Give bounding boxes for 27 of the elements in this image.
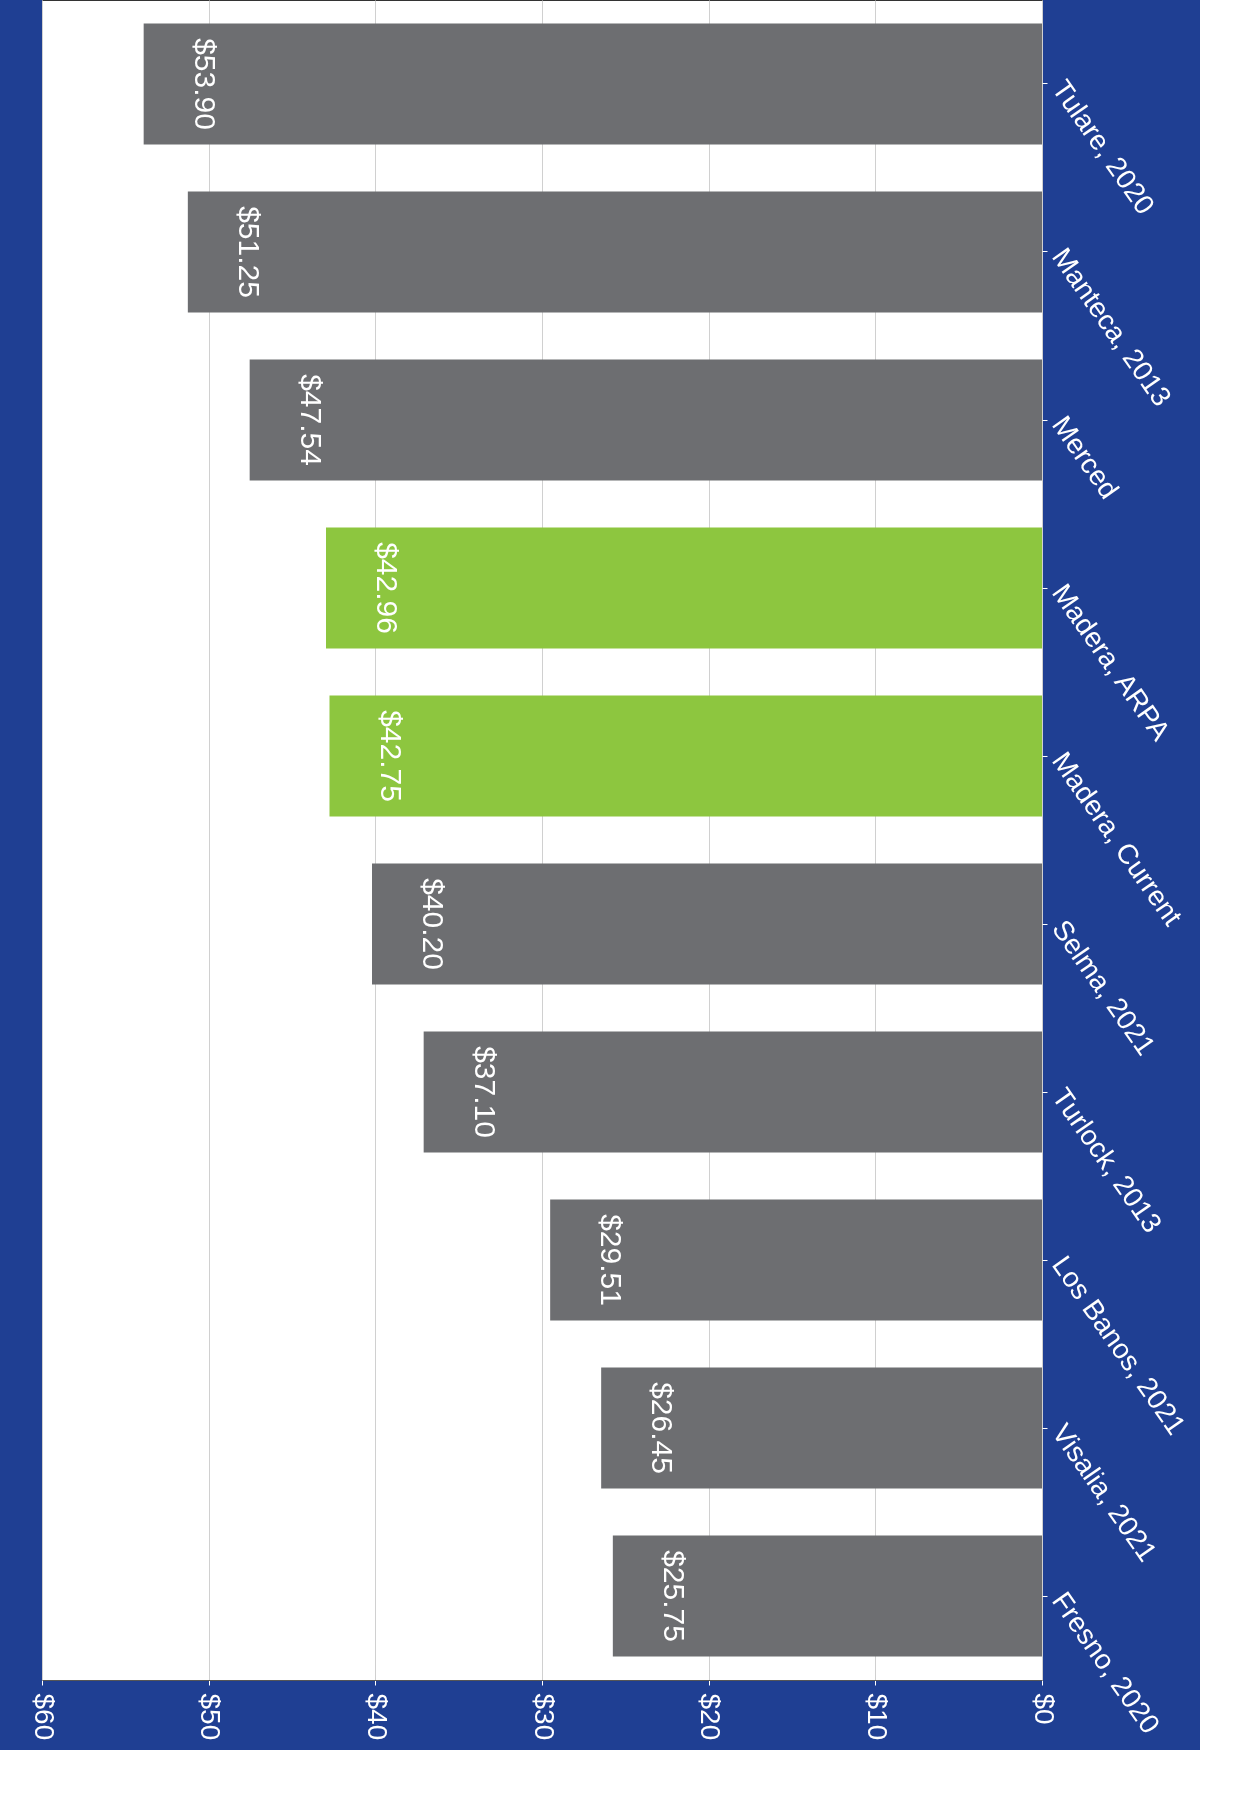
data-label: $53.90 <box>188 38 222 130</box>
x-tick-label: $20 <box>695 1693 727 1741</box>
data-label: $42.75 <box>374 710 408 802</box>
bar <box>249 359 1042 481</box>
bar <box>601 1367 1042 1489</box>
data-label: $51.25 <box>232 206 266 298</box>
bar <box>550 1199 1042 1321</box>
bar <box>329 695 1042 817</box>
data-label: $25.75 <box>657 1550 691 1642</box>
bar <box>187 191 1042 313</box>
x-tick-label: $10 <box>861 1693 893 1741</box>
data-label: $40.20 <box>417 878 450 970</box>
data-label: $37.10 <box>468 1046 502 1138</box>
data-label: $42.96 <box>371 542 404 634</box>
x-tick-label: $40 <box>361 1693 393 1741</box>
x-tick-label: $60 <box>28 1693 60 1741</box>
x-tick-label: $0 <box>1028 1693 1060 1725</box>
bar <box>372 863 1042 985</box>
bar <box>612 1535 1042 1657</box>
bar <box>143 23 1042 145</box>
x-tick-label: $30 <box>528 1693 560 1741</box>
data-label: $47.54 <box>294 374 328 466</box>
data-label: $26.45 <box>646 1382 680 1474</box>
x-tick-label: $50 <box>195 1693 227 1741</box>
data-label: $29.51 <box>595 1214 629 1306</box>
bar <box>326 527 1042 649</box>
bar <box>423 1031 1042 1153</box>
